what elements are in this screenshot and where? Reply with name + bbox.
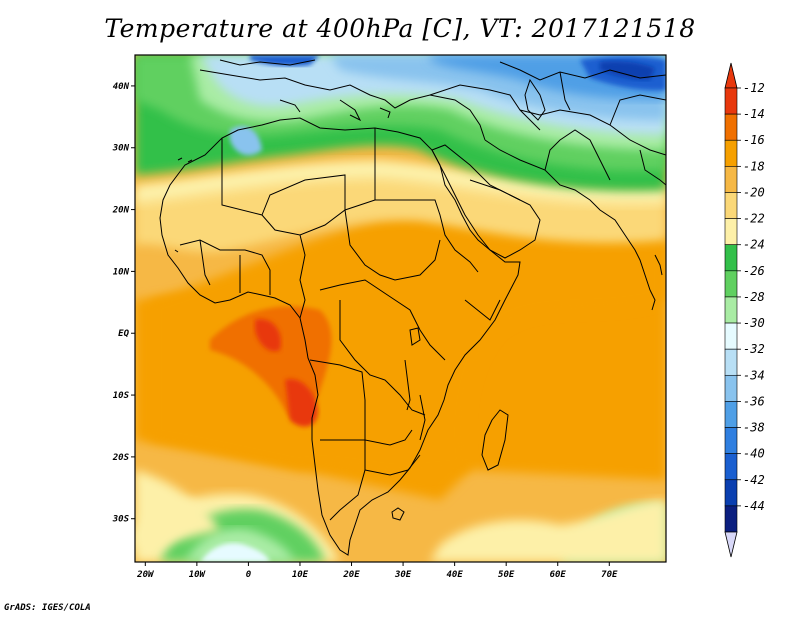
temperature-field [135, 55, 666, 562]
x-tick-label: 40E [446, 570, 463, 580]
footer-credit: GrADS: IGES/COLA [4, 603, 91, 613]
y-tick-label: 30N [112, 144, 130, 154]
colorbar-low-arrow [724, 531, 738, 558]
x-axis: 20W 10W 0 10E 20E 30E 40E 50E 60E 70E [136, 562, 618, 580]
x-tick-label: 20E [342, 570, 360, 580]
colorbar-swatch [724, 218, 738, 246]
colorbar-swatch [724, 348, 738, 376]
y-tick-label: 20S [112, 453, 130, 463]
colorbar-label: -36 [743, 394, 765, 408]
colorbar-swatch [724, 505, 738, 533]
colorbar-swatch [724, 401, 738, 428]
y-tick-label: 20N [112, 206, 130, 216]
colorbar-swatch [724, 322, 738, 350]
colorbar-label: -30 [743, 316, 765, 330]
x-tick-label: 30E [394, 570, 412, 580]
colorbar-swatch [724, 113, 738, 141]
y-tick-label: 30S [112, 515, 130, 525]
colorbar-label: -40 [743, 447, 765, 461]
map-frame [134, 54, 667, 563]
colorbar-swatch [724, 479, 738, 507]
colorbar-label: -38 [743, 421, 765, 435]
x-tick-label: 70E [601, 570, 618, 580]
colorbar-swatch [724, 296, 738, 324]
x-tick-label: 60E [550, 570, 567, 580]
y-axis: 40N 30N 20N 10N EQ 10S 20S 30S [112, 82, 135, 525]
colorbar-swatch [724, 453, 738, 481]
colorbar-swatch [724, 270, 738, 298]
colorbar-swatch [724, 139, 738, 167]
colorbar-label: -20 [743, 185, 765, 199]
colorbar-swatch [724, 244, 738, 272]
x-tick-label: 20W [136, 570, 155, 580]
colorbar-swatch [724, 192, 738, 219]
colorbar-swatch [724, 87, 738, 115]
x-tick-label: 10W [189, 570, 207, 580]
colorbar-label: -34 [743, 368, 765, 382]
y-tick-label: EQ [118, 329, 129, 339]
colorbar-label: -26 [743, 264, 765, 278]
coastlines [159, 59, 666, 556]
x-tick-label: 0 [246, 570, 252, 580]
y-tick-label: 10S [113, 391, 130, 401]
x-tick-label: 50E [498, 570, 515, 580]
map-title: Temperature at 400hPa [C], VT: 201712151… [104, 14, 696, 43]
colorbar-label: -14 [743, 107, 765, 121]
colorbar-label: -28 [743, 290, 765, 304]
colorbar-label: -16 [743, 133, 765, 147]
colorbar-swatch [724, 427, 738, 454]
colorbar-label: -44 [743, 499, 765, 513]
x-tick-label: 10E [292, 570, 309, 580]
colorbar-label: -42 [743, 473, 765, 487]
colorbar-label: -24 [743, 238, 765, 252]
colorbar-label: -32 [743, 342, 765, 356]
colorbar-label: -18 [743, 159, 765, 173]
colorbar: -12 -14 -16 -18 -20 -22 -24 -26 -28 -30 -32 -34 -36 -… [724, 62, 765, 558]
colorbar-high-arrow [724, 62, 738, 89]
y-tick-label: 40N [113, 82, 130, 92]
colorbar-label: -22 [743, 212, 765, 226]
colorbar-swatch [724, 166, 738, 193]
colorbar-swatch [724, 374, 738, 402]
colorbar-label: -12 [743, 81, 765, 95]
y-tick-label: 10N [113, 267, 130, 277]
